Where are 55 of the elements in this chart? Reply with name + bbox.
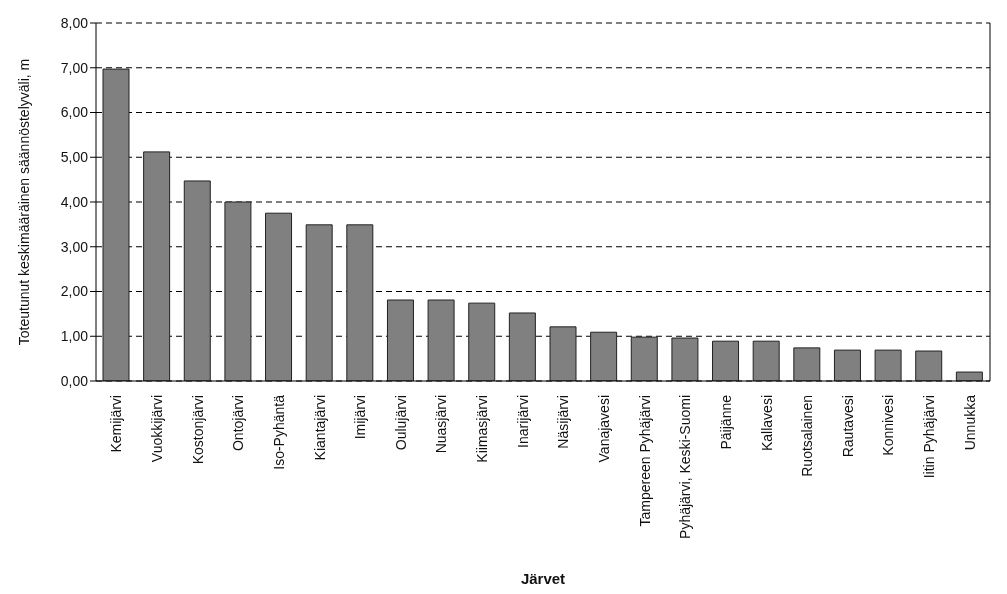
bar	[386, 299, 414, 381]
bar	[508, 312, 536, 381]
bar	[671, 337, 699, 381]
x-tick-label: Pyhäjärvi, Keski-Suomi	[677, 395, 694, 539]
y-tick-label: 0,00	[60, 372, 89, 389]
y-tick-label: 5,00	[60, 149, 89, 166]
bar	[183, 180, 211, 381]
bar	[265, 212, 293, 381]
y-tick-label: 7,00	[60, 59, 89, 76]
x-tick-label: Inarijärvi	[514, 395, 531, 448]
bar	[305, 224, 333, 381]
x-tick-label: Kallavesi	[758, 395, 775, 452]
x-tick-label: Tampereen Pyhäjärvi	[636, 395, 653, 527]
x-tick-label: Näsijärvi	[555, 395, 572, 449]
x-tick-label: Rautavesi	[839, 395, 856, 458]
bar	[712, 340, 740, 381]
bar	[833, 349, 861, 381]
x-tick-label: Ruotsalainen	[799, 395, 816, 477]
bar	[955, 371, 983, 381]
x-tick-label: Iitin Pyhäjärvi	[921, 395, 938, 479]
x-tick-label: Kostonjärvi	[189, 395, 206, 465]
bar	[427, 299, 455, 381]
bar	[143, 151, 171, 381]
x-tick-label: Oulujärvi	[392, 395, 409, 451]
y-tick-label: 3,00	[60, 238, 89, 255]
x-tick-label: Unnukka	[961, 394, 978, 451]
x-axis-title: Järvet	[520, 570, 566, 587]
x-tick-label: Kemijärvi	[108, 395, 125, 453]
x-tick-label: Kiantajärvi	[311, 395, 328, 461]
x-tick-label: Päijänne	[717, 394, 734, 450]
y-tick-label: 1,00	[60, 328, 89, 345]
y-tick-label: 6,00	[60, 104, 89, 121]
x-tick-label: Kiimasjärvi	[474, 395, 491, 463]
bar	[630, 336, 658, 381]
y-tick-label: 8,00	[60, 14, 89, 31]
x-tick-label: Nuasjärvi	[433, 395, 450, 454]
x-tick-label: Vanajavesi	[595, 395, 612, 463]
x-tick-label: Vuokkijärvi	[148, 395, 165, 463]
bar	[102, 68, 130, 381]
x-tick-label: Iso-Pyhäntä	[270, 394, 287, 470]
bar	[590, 331, 618, 381]
y-tick-label: 4,00	[60, 193, 89, 210]
bar	[874, 349, 902, 381]
bar	[468, 302, 496, 381]
y-tick-label: 2,00	[60, 283, 89, 300]
bar	[752, 340, 780, 381]
x-tick-label: Imijärvi	[352, 395, 369, 440]
bar	[224, 201, 252, 381]
y-axis-title: Toteutunut keskimääräinen säännöstelyväli, m	[15, 58, 32, 346]
x-tick-label: Ontojärvi	[230, 395, 247, 452]
bar	[793, 347, 821, 381]
bar	[549, 326, 577, 381]
bar	[346, 224, 374, 381]
x-tick-label: Konnivesi	[880, 395, 897, 456]
bar	[915, 350, 943, 381]
